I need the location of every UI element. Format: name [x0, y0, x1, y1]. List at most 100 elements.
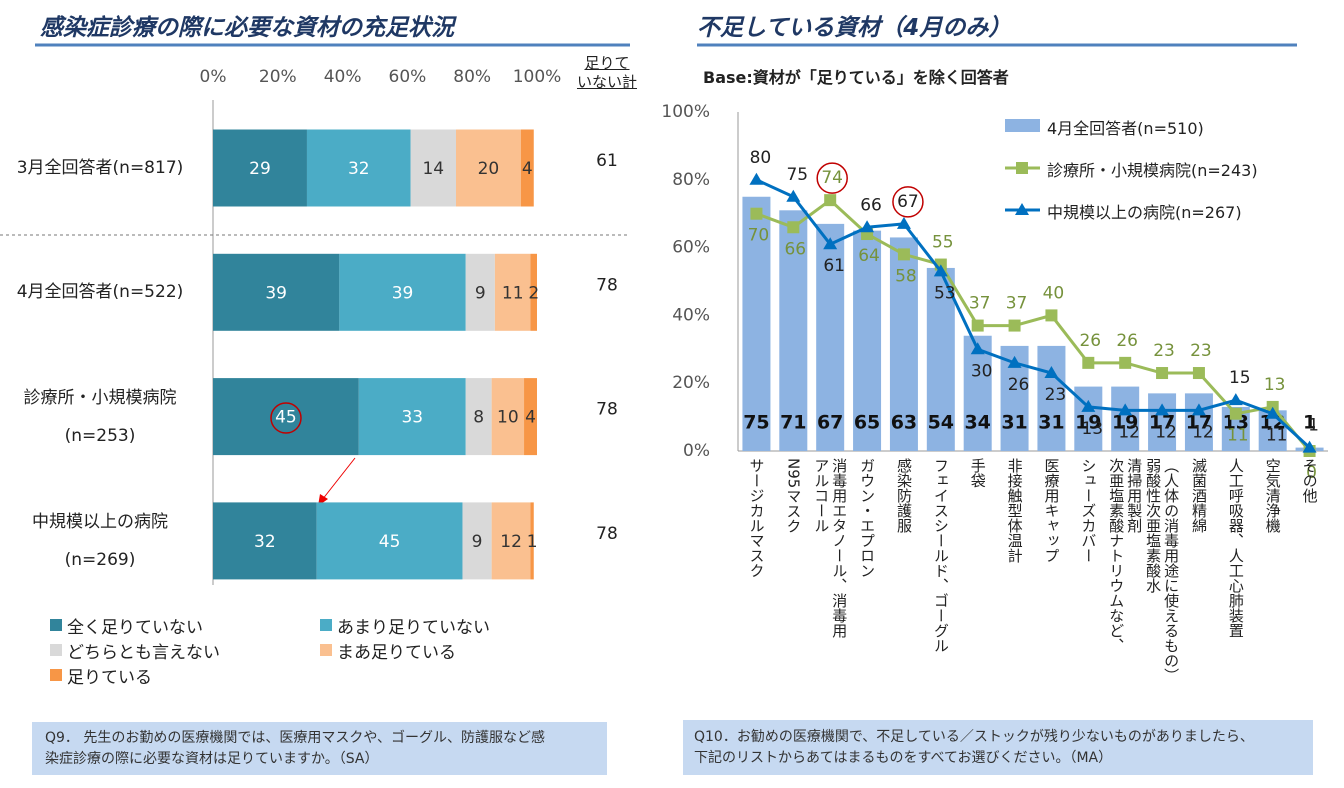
- data-label: 12: [1192, 422, 1214, 442]
- totals-header: 足りて いない計: [576, 54, 637, 91]
- data-label: 31: [1001, 412, 1027, 434]
- legend-label: まあ足りている: [337, 643, 456, 663]
- bar: [779, 210, 808, 451]
- data-label: 66: [860, 195, 882, 215]
- category-label: 非接触型体温計: [1005, 458, 1024, 563]
- bar-segment: [339, 253, 466, 331]
- bar: [1148, 393, 1177, 451]
- category-label: 人工呼吸器、人工心肺装置: [1226, 458, 1245, 638]
- legend-swatch: [1005, 119, 1040, 132]
- bar: [853, 230, 882, 451]
- data-label: 67: [817, 412, 843, 434]
- bar: [1111, 386, 1140, 451]
- bar-segment: [213, 129, 307, 207]
- bar: [816, 223, 845, 451]
- marker: [1155, 403, 1170, 416]
- arrow: [321, 457, 356, 501]
- data-label: 64: [858, 246, 880, 266]
- marker: [1228, 393, 1243, 406]
- data-label: 29: [249, 159, 271, 179]
- bar-segment: [530, 502, 534, 580]
- bar: [963, 335, 992, 451]
- marker: [1007, 355, 1022, 368]
- marker: [749, 172, 764, 185]
- data-label: 39: [392, 283, 414, 303]
- data-label: 75: [743, 412, 769, 434]
- category-label: 医療用キャップ: [1042, 458, 1061, 563]
- bar-segment: [213, 378, 359, 456]
- data-label: 23: [1190, 341, 1212, 361]
- bar-segment: [520, 129, 534, 207]
- data-label: 70: [748, 226, 770, 246]
- category-label: 4月全回答者(n=522): [16, 282, 184, 303]
- total-label: 78: [596, 524, 618, 544]
- data-label: 26: [1116, 331, 1138, 351]
- bar-segment: [456, 129, 521, 207]
- note: Q9． 先生のお勤めの医療機関では、医療用マスクや、ゴーグル、防護服など感 染症…: [45, 730, 545, 767]
- marker: [787, 221, 800, 234]
- data-label: 15: [1229, 368, 1251, 388]
- bar-segment: [213, 502, 317, 580]
- line: [755, 198, 1311, 452]
- marker: [970, 342, 985, 355]
- legend-label: 足りている: [67, 668, 152, 688]
- data-label: 33: [401, 408, 423, 428]
- marker: [1082, 356, 1095, 369]
- bar-segment: [465, 378, 492, 456]
- marker: [1229, 407, 1242, 420]
- bar-segment: [524, 378, 537, 456]
- data-label: 11: [502, 283, 524, 303]
- marker: [1118, 403, 1133, 416]
- highlight-circle: [892, 186, 924, 218]
- bar-segment: [494, 253, 531, 331]
- total-label: 61: [596, 151, 618, 171]
- marker: [1045, 309, 1058, 322]
- total-label: 78: [596, 400, 618, 420]
- x-tick-label: 60%: [389, 67, 427, 87]
- data-label: 19: [1075, 412, 1101, 434]
- marker: [823, 237, 838, 250]
- data-label: 75: [786, 165, 808, 185]
- data-label: 0: [1306, 463, 1317, 483]
- chart-subtitle: Base:資材が「足りている」を除く回答者: [703, 68, 1009, 87]
- bar-segment: [491, 378, 525, 456]
- data-label: 66: [784, 239, 806, 259]
- category-label: 感染防護服: [894, 458, 913, 533]
- data-label: 31: [1038, 412, 1064, 434]
- legend-label: 4月全回答者(n=510): [1047, 119, 1204, 138]
- x-tick-label: 40%: [324, 67, 362, 87]
- legend-marker: [1015, 203, 1029, 215]
- bar: [1184, 393, 1213, 451]
- legend-label: あまり足りていない: [337, 618, 490, 638]
- data-label: 74: [821, 168, 843, 188]
- marker: [1302, 440, 1317, 453]
- marker: [1156, 367, 1169, 380]
- legend-label: どちらとも言えない: [67, 643, 220, 663]
- data-label: 80: [750, 148, 772, 168]
- legend-swatch: [50, 644, 62, 656]
- data-label: 17: [1186, 412, 1212, 434]
- line: [755, 178, 1311, 449]
- marker: [1044, 366, 1059, 379]
- marker: [860, 220, 875, 233]
- note: Q10．お勧めの医療機関で、不足している／ストックが残り少ないものがありましたら…: [694, 729, 1254, 766]
- marker: [1008, 319, 1021, 332]
- category-label: 診療所・小規模病院 (n=253): [23, 387, 177, 446]
- note-box: [32, 722, 607, 775]
- data-label: 67: [897, 192, 919, 212]
- bar-segment: [213, 253, 340, 331]
- data-label: 53: [934, 283, 956, 303]
- legend-swatch: [50, 669, 62, 681]
- data-label: 12: [1155, 422, 1177, 442]
- marker: [896, 216, 911, 229]
- marker: [933, 264, 948, 277]
- data-label: 2: [528, 283, 539, 303]
- bar-segment: [462, 502, 492, 580]
- data-label: 8: [473, 408, 484, 428]
- category-label: 中規模以上の病院 (n=269): [32, 511, 168, 570]
- legend-label: 全く足りていない: [67, 618, 203, 638]
- data-label: 17: [1149, 412, 1175, 434]
- bar-segment: [491, 502, 531, 580]
- category-label: ガウン・エプロン: [858, 458, 877, 578]
- marker: [1191, 403, 1206, 416]
